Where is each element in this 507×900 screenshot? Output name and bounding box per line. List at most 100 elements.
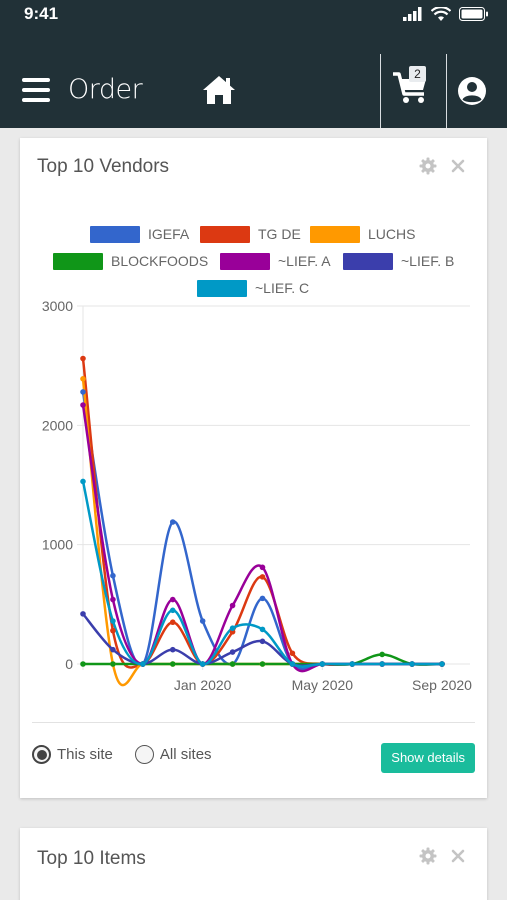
data-point [110,618,116,624]
radio-label: This site [57,745,113,763]
data-point [289,661,296,667]
data-point [80,375,86,382]
legend-item[interactable]: IGEFA [90,224,189,244]
data-point [259,564,266,571]
close-icon[interactable] [449,847,467,865]
x-tick-label: Sep 2020 [412,677,472,693]
gear-icon[interactable] [419,847,437,865]
status-time: 9:41 [24,4,59,23]
top-vendors-card: Top 10 Vendors IGEFA TG DE LUCHS BLOCKFO… [20,138,487,798]
data-point [289,650,296,657]
gear-icon[interactable] [419,157,437,175]
data-point [80,611,86,617]
radio-button[interactable] [134,744,154,764]
system-icons [403,4,489,24]
y-tick-label: 1000 [42,537,73,553]
y-tick-label: 0 [65,656,73,672]
legend-item[interactable]: TG DE [200,224,301,244]
card-title: Top 10 Vendors [37,156,170,177]
legend-item[interactable]: BLOCKFOODS [53,251,208,271]
data-point [169,619,176,626]
data-point [259,638,266,645]
y-tick-label: 3000 [42,298,73,314]
header-divider [446,54,447,128]
wifi-icon [431,6,451,21]
page-title: Order [68,74,143,105]
data-point [259,626,266,633]
header-divider [380,54,381,128]
legend-item[interactable]: ~LIEF. A [220,251,331,271]
data-point [169,646,176,653]
data-point [110,627,116,634]
radio-button-checked[interactable] [32,744,51,764]
data-point [199,661,206,667]
data-point [379,661,385,667]
legend-item[interactable]: LUCHS [310,224,415,244]
card-tools [419,157,467,175]
radio-all-sites[interactable]: All sites [134,744,212,764]
data-point [169,607,176,614]
legend-label: ~LIEF. A [278,253,331,269]
legend-label: TG DE [258,226,301,242]
legend-label: ~LIEF. C [255,280,310,296]
legend-swatch [310,225,360,243]
legend-item[interactable]: ~LIEF. B [343,251,454,271]
cart-button[interactable]: 2 [392,66,432,106]
x-tick-label: May 2020 [292,677,354,693]
data-point [80,661,86,667]
data-point [379,651,385,658]
data-point [80,402,86,408]
data-point [80,355,86,362]
y-tick-label: 2000 [42,417,73,433]
legend-swatch [53,252,103,270]
radio-label: All sites [159,745,212,763]
show-details-button[interactable]: Show details [381,743,475,773]
home-icon[interactable] [201,74,237,106]
data-point [349,661,356,667]
data-point [80,389,86,395]
data-point [439,661,445,667]
legend-swatch [197,279,247,297]
data-point [110,661,116,667]
legend-swatch [200,225,250,243]
data-point [259,661,266,667]
divider [32,722,475,723]
signal-icon [403,7,422,21]
data-point [110,572,116,579]
radio-this-site[interactable]: This site [32,744,113,764]
data-point [229,649,236,655]
series-line [81,358,442,669]
cart-count-badge: 2 [409,66,426,82]
data-point [140,661,146,667]
top-items-card: Top 10 Items [20,828,487,900]
data-point [80,478,86,485]
menu-icon[interactable] [22,78,50,102]
user-account-icon[interactable] [457,76,487,106]
data-point [110,596,116,603]
data-point [319,661,326,667]
data-point [229,602,236,609]
data-point [199,618,206,624]
app-header: Order 2 [0,48,507,128]
legend-label: LUCHS [368,226,416,242]
data-point [229,625,236,631]
data-point [169,661,176,667]
legend-swatch [90,225,140,243]
legend-item[interactable]: ~LIEF. C [197,278,309,298]
legend-swatch [343,252,393,270]
data-point [169,596,176,603]
data-point [259,574,266,580]
vendors-line-chart: 0 1000 2000 3000 Jan 2020 May 2020 Sep 2020 [42,298,472,693]
legend-label: ~LIEF. B [401,253,455,269]
data-point [110,646,116,653]
legend-swatch [220,252,270,270]
x-tick-label: Jan 2020 [174,677,232,693]
data-point [169,519,176,525]
data-point [409,661,415,667]
data-point [259,595,266,602]
site-filter: This site All sites [32,743,234,765]
data-point [229,661,236,667]
status-bar: 9:41 [0,0,507,48]
battery-icon [459,7,488,21]
close-icon[interactable] [449,157,467,175]
